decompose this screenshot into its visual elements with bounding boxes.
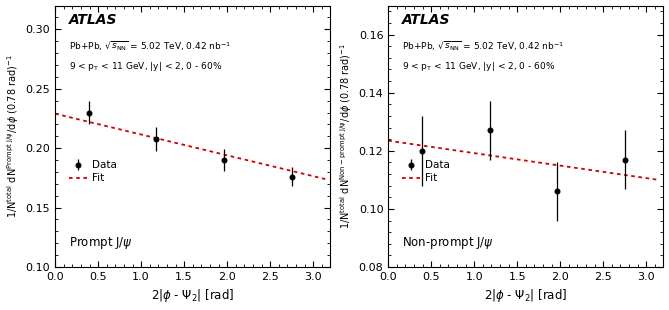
Fit (296, 171, 304, 175)
Legend: Data, Fit: Data, Fit (401, 160, 450, 184)
Fit (545, 162, 553, 166)
Line: Fit: Fit (388, 141, 658, 180)
Text: ATLAS: ATLAS (69, 13, 117, 27)
Text: ATLAS: ATLAS (402, 13, 450, 27)
Fit (544, 162, 552, 166)
Fit (321, 177, 329, 181)
Fit (211, 151, 219, 154)
X-axis label: 2|$\phi$ - $\Psi_{2}$| [rad]: 2|$\phi$ - $\Psi_{2}$| [rad] (484, 287, 567, 304)
Text: Pb+Pb, $\sqrt{s_{\mathrm{NN}}}$ = 5.02 TeV, 0.42 nb$^{-1}$: Pb+Pb, $\sqrt{s_{\mathrm{NN}}}$ = 5.02 T… (402, 40, 564, 53)
Fit (384, 139, 392, 143)
Text: Pb+Pb, $\sqrt{s_{\mathrm{NN}}}$ = 5.02 TeV, 0.42 nb$^{-1}$: Pb+Pb, $\sqrt{s_{\mathrm{NN}}}$ = 5.02 T… (69, 40, 231, 53)
Fit (52, 112, 60, 116)
X-axis label: 2|$\phi$ - $\Psi_{2}$| [rad]: 2|$\phi$ - $\Psi_{2}$| [rad] (151, 287, 234, 304)
Fit (629, 174, 637, 178)
Y-axis label: 1/N$^{\mathrm{total}}$ dN$^{\mathrm{Prompt\ J/\psi}}$/d$\phi$ (0.78 rad)$^{-1}$: 1/N$^{\mathrm{total}}$ dN$^{\mathrm{Prom… (5, 54, 21, 218)
Fit (385, 139, 393, 143)
Fit (212, 151, 220, 154)
Text: 9 < p$_{\mathrm{T}}$ < 11 GeV, |y| < 2, 0 - 60%: 9 < p$_{\mathrm{T}}$ < 11 GeV, |y| < 2, … (69, 60, 222, 73)
Legend: Data, Fit: Data, Fit (69, 160, 116, 184)
Fit (217, 152, 225, 156)
Text: 9 < p$_{\mathrm{T}}$ < 11 GeV, |y| < 2, 0 - 60%: 9 < p$_{\mathrm{T}}$ < 11 GeV, |y| < 2, … (402, 60, 555, 73)
Line: Fit: Fit (55, 114, 325, 179)
Text: Prompt J/$\psi$: Prompt J/$\psi$ (69, 235, 132, 251)
Y-axis label: 1/N$^{\mathrm{total}}$ dN$^{\mathrm{Non-prompt\ J/\psi}}$/d$\phi$ (0.78 rad)$^{-: 1/N$^{\mathrm{total}}$ dN$^{\mathrm{Non-… (339, 43, 355, 229)
Fit (279, 167, 287, 171)
Fit (550, 163, 558, 166)
Fit (612, 172, 620, 175)
Text: Non-prompt J/$\psi$: Non-prompt J/$\psi$ (402, 235, 494, 251)
Fit (51, 112, 59, 116)
Fit (654, 178, 662, 182)
